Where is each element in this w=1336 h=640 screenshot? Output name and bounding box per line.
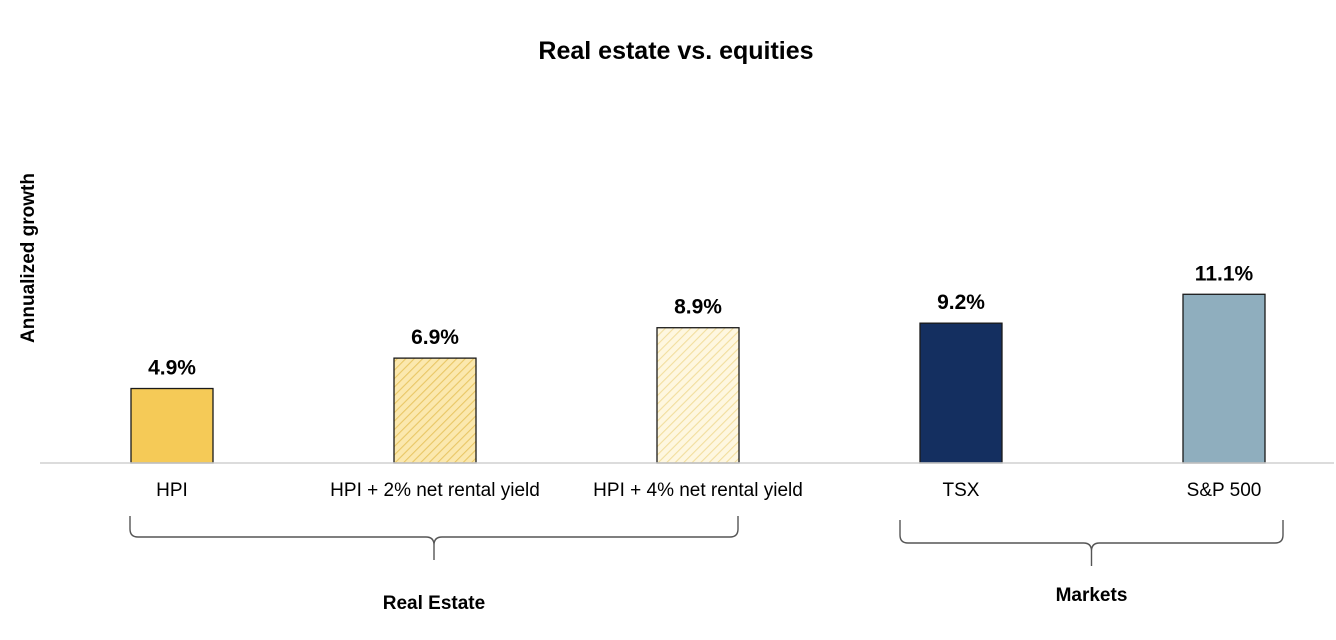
bracket-real-estate xyxy=(129,516,739,560)
group-brackets: Real Estate Markets xyxy=(129,516,1284,614)
data-label-hpi-4-net-rental-yield: 8.9% xyxy=(674,296,722,319)
group-label-real-estate: Real Estate xyxy=(383,593,485,614)
data-label-s-p-500: 11.1% xyxy=(1195,262,1254,285)
bar-s-p-500 xyxy=(1182,293,1266,464)
chart-title: Real estate vs. equities xyxy=(538,37,813,65)
bar-hpi-4-net-rental-yield xyxy=(656,327,740,464)
bracket-markets xyxy=(899,520,1284,566)
tick-label-hpi: HPI xyxy=(156,480,188,501)
tick-label-hpi-4-net-rental-yield: HPI + 4% net rental yield xyxy=(593,480,803,501)
y-axis-label: Annualized growth xyxy=(18,173,39,343)
bars-layer: 4.9% HPI 6.9% HPI + 2% net rental yield 8.9%… xyxy=(130,262,1266,501)
tick-label-tsx: TSX xyxy=(943,480,980,501)
data-label-hpi-2-net-rental-yield: 6.9% xyxy=(411,326,459,349)
data-label-tsx: 9.2% xyxy=(937,291,985,314)
group-label-markets: Markets xyxy=(1056,585,1128,606)
bar-hpi xyxy=(130,387,214,464)
tick-label-hpi-2-net-rental-yield: HPI + 2% net rental yield xyxy=(330,480,540,501)
bar-tsx xyxy=(919,322,1003,464)
tick-label-s-p-500: S&P 500 xyxy=(1187,480,1262,501)
data-label-hpi: 4.9% xyxy=(148,357,196,380)
bar-hpi-2-net-rental-yield xyxy=(393,357,477,464)
